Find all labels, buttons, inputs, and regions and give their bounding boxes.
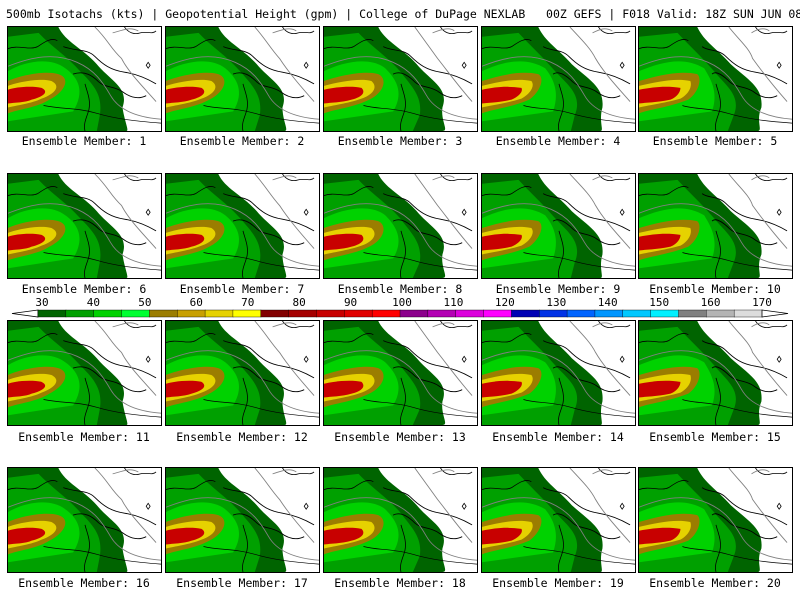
ensemble-member-label-1: Ensemble Member: 1 <box>21 134 147 148</box>
colorbar-swatch-15 <box>427 309 457 318</box>
colorbar-tick-label: 170 <box>752 296 772 309</box>
ensemble-member-map-3 <box>323 26 478 132</box>
colorbar-swatch-4 <box>121 309 150 318</box>
colorbar-swatch-10 <box>288 309 317 318</box>
colorbar-tick-label: 30 <box>35 296 48 309</box>
ensemble-member-label-8: Ensemble Member: 8 <box>337 282 463 296</box>
ensemble-member-label-12: Ensemble Member: 12 <box>176 430 308 444</box>
ensemble-member-label-16: Ensemble Member: 16 <box>18 576 150 590</box>
colorbar-tick-label: 140 <box>598 296 618 309</box>
ensemble-member-label-18: Ensemble Member: 18 <box>334 576 466 590</box>
colorbar-swatch-22 <box>622 309 652 318</box>
ensemble-member-label-11: Ensemble Member: 11 <box>18 430 150 444</box>
ensemble-member-label-3: Ensemble Member: 3 <box>337 134 463 148</box>
colorbar-left-arrow <box>11 309 39 318</box>
colorbar-swatch-20 <box>566 309 596 318</box>
ensemble-member-label-15: Ensemble Member: 15 <box>649 430 781 444</box>
colorbar-tick-label: 110 <box>443 296 463 309</box>
colorbar-tick-label: 70 <box>241 296 254 309</box>
ensemble-member-map-1 <box>7 26 162 132</box>
ensemble-member-map-4 <box>481 26 636 132</box>
ensemble-member-map-17 <box>165 467 320 573</box>
ensemble-member-label-2: Ensemble Member: 2 <box>179 134 305 148</box>
colorbar-swatch-23 <box>650 309 679 318</box>
ensemble-member-map-11 <box>7 320 162 426</box>
colorbar-swatch-25 <box>706 309 735 318</box>
colorbar-swatch-13 <box>371 309 401 318</box>
colorbar-swatch-7 <box>204 309 234 318</box>
colorbar-right-arrow <box>761 309 789 318</box>
ensemble-member-map-19 <box>481 467 636 573</box>
ensemble-member-map-14 <box>481 320 636 426</box>
colorbar-swatch-1 <box>37 309 67 318</box>
ensemble-member-label-6: Ensemble Member: 6 <box>21 282 147 296</box>
colorbar-tick-label: 130 <box>546 296 566 309</box>
ensemble-member-label-13: Ensemble Member: 13 <box>334 430 466 444</box>
colorbar-tick-label: 120 <box>495 296 515 309</box>
colorbar-swatch-2 <box>65 309 95 318</box>
ensemble-member-label-19: Ensemble Member: 19 <box>492 576 624 590</box>
colorbar-swatch-14 <box>399 309 429 318</box>
colorbar-tick-label: 60 <box>190 296 203 309</box>
ensemble-member-map-13 <box>323 320 478 426</box>
colorbar-tick-label: 50 <box>138 296 151 309</box>
ensemble-member-map-20 <box>638 467 793 573</box>
colorbar-svg: 30 40 50 60 70 80 90 100 110 120 130 140 150 160 170 <box>11 296 789 318</box>
colorbar-swatch-26 <box>733 309 763 318</box>
ensemble-member-map-10 <box>638 173 793 279</box>
colorbar-swatch-19 <box>539 309 568 318</box>
ensemble-member-map-9 <box>481 173 636 279</box>
ensemble-member-map-8 <box>323 173 478 279</box>
colorbar-swatch-17 <box>483 309 512 318</box>
wind-speed-colorbar: 30 40 50 60 70 80 90 100 110 120 130 140 150 160 170 <box>10 296 790 320</box>
ensemble-member-map-16 <box>7 467 162 573</box>
colorbar-swatch-8 <box>232 309 262 318</box>
ensemble-member-map-2 <box>165 26 320 132</box>
colorbar-swatch-9 <box>260 309 290 318</box>
ensemble-member-map-12 <box>165 320 320 426</box>
colorbar-tick-label: 90 <box>344 296 357 309</box>
colorbar-swatch-12 <box>344 309 373 318</box>
ensemble-member-map-6 <box>7 173 162 279</box>
ensemble-member-map-7 <box>165 173 320 279</box>
colorbar-swatch-16 <box>455 309 485 318</box>
colorbar-swatch-6 <box>177 309 206 318</box>
ensemble-member-label-17: Ensemble Member: 17 <box>176 576 308 590</box>
colorbar-tick-label: 160 <box>701 296 721 309</box>
colorbar-swatch-5 <box>149 309 178 318</box>
colorbar-swatch-18 <box>511 309 540 318</box>
colorbar-tick-label: 40 <box>87 296 100 309</box>
ensemble-member-label-9: Ensemble Member: 9 <box>495 282 621 296</box>
colorbar-swatch-11 <box>316 309 345 318</box>
ensemble-member-map-15 <box>638 320 793 426</box>
ensemble-member-map-5 <box>638 26 793 132</box>
colorbar-tick-label: 100 <box>392 296 412 309</box>
map-header-title: 500mb Isotachs (kts) | Geopotential Heig… <box>6 7 800 21</box>
ensemble-member-label-4: Ensemble Member: 4 <box>495 134 621 148</box>
colorbar-swatch-3 <box>93 309 123 318</box>
colorbar-tick-label: 150 <box>649 296 669 309</box>
ensemble-member-label-14: Ensemble Member: 14 <box>492 430 624 444</box>
colorbar-swatch-21 <box>594 309 624 318</box>
ensemble-member-label-7: Ensemble Member: 7 <box>179 282 305 296</box>
colorbar-swatch-24 <box>678 309 707 318</box>
ensemble-member-label-10: Ensemble Member: 10 <box>649 282 781 296</box>
ensemble-member-label-20: Ensemble Member: 20 <box>649 576 781 590</box>
ensemble-member-map-18 <box>323 467 478 573</box>
colorbar-tick-label: 80 <box>293 296 306 309</box>
ensemble-member-label-5: Ensemble Member: 5 <box>652 134 778 148</box>
